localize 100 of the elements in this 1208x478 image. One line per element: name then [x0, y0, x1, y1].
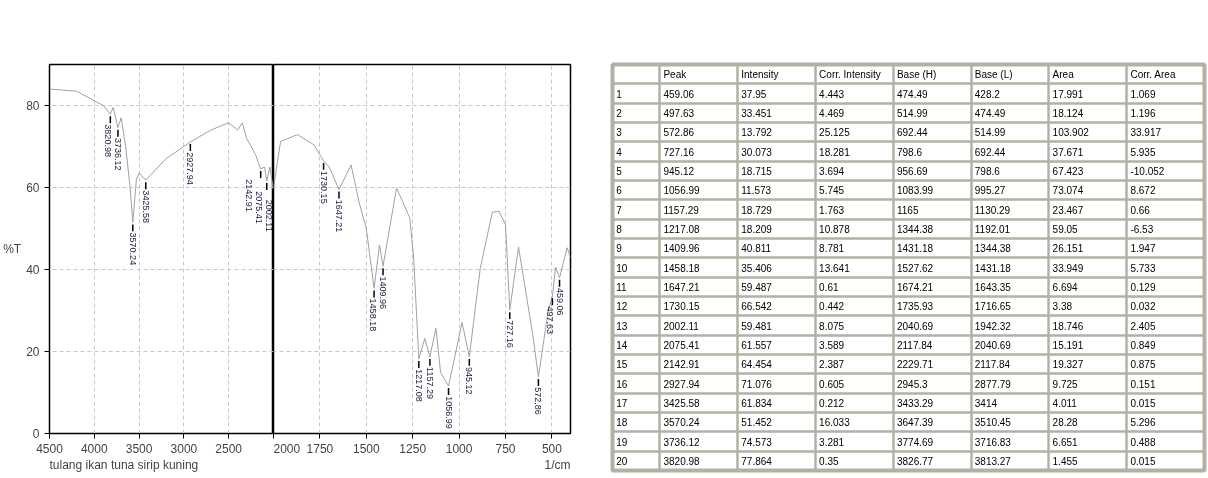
- data-label: 5.935: [1130, 146, 1156, 158]
- data-label: 2040.69: [896, 320, 934, 332]
- data-label: 0.212: [819, 397, 845, 409]
- annotation: 727.16: [504, 320, 515, 348]
- data-label: 1643.35: [974, 281, 1012, 293]
- y-tick-label: 13: [616, 320, 628, 332]
- x-tick-label: 750: [495, 441, 516, 456]
- data-label: 5.745: [819, 185, 845, 197]
- y-tick-label: 11: [616, 281, 628, 293]
- data-label: 0.129: [1130, 281, 1156, 293]
- y-tick-label: 4: [616, 146, 623, 158]
- data-label: 8.672: [1130, 185, 1156, 197]
- y-tick-label: 9: [616, 243, 623, 255]
- data-label: 3510.45: [974, 417, 1012, 429]
- data-label: 25.125: [819, 127, 851, 139]
- data-label: 1431.18: [896, 243, 934, 255]
- y-tick-label: 20: [26, 345, 40, 359]
- data-label: 3.694: [819, 165, 845, 177]
- y-tick-label: 80: [26, 99, 40, 113]
- data-label: 10.878: [819, 223, 851, 235]
- data-label: 1130.29: [974, 204, 1011, 216]
- y-tick-label: 16: [616, 378, 628, 390]
- data-label: 459.06: [663, 88, 695, 100]
- data-label: 0.35: [819, 455, 840, 467]
- data-label: 1.763: [819, 204, 845, 216]
- data-label: 1730.15: [663, 301, 701, 313]
- data-label: 3570.24: [663, 417, 701, 429]
- data-label: 2142.91: [663, 359, 701, 371]
- data-label: 1431.18: [974, 262, 1012, 274]
- annotation: 1056.99: [443, 396, 454, 429]
- data-label: 6.651: [1052, 436, 1079, 448]
- annotation: 945.12: [464, 367, 475, 395]
- x-tick-label: Corr. Intensity: [819, 68, 881, 80]
- data-label: 1527.62: [896, 262, 934, 274]
- data-label: 2117.84: [896, 339, 933, 351]
- data-label: 71.076: [741, 378, 773, 390]
- data-label: 59.487: [741, 281, 773, 293]
- data-label: 1716.65: [974, 301, 1012, 313]
- data-label: 37.95: [741, 88, 767, 100]
- y-tick-label: 6: [616, 185, 623, 197]
- data-label: 1344.38: [974, 243, 1012, 255]
- data-label: 1.455: [1052, 455, 1079, 467]
- annotation: 1730.15: [318, 171, 329, 204]
- data-label: 2877.79: [974, 378, 1012, 390]
- data-label: 64.454: [741, 359, 773, 371]
- data-label: 0.61: [819, 281, 840, 293]
- y-tick-label: 2: [616, 107, 623, 119]
- data-label: 9.725: [1052, 378, 1079, 390]
- data-label: 514.99: [896, 107, 928, 119]
- data-label: 2075.41: [663, 339, 701, 351]
- data-label: 18.746: [1052, 320, 1084, 332]
- x-tick-label: Peak: [663, 68, 688, 80]
- x-axis-title: 1/cm: [544, 457, 571, 472]
- data-label: 73.074: [1052, 185, 1084, 197]
- data-label: 2002.11: [663, 320, 700, 332]
- data-label: 61.834: [741, 397, 773, 409]
- data-label: 4.469: [819, 107, 845, 119]
- data-label: 0.015: [1130, 455, 1156, 467]
- data-label: 1409.96: [663, 243, 701, 255]
- data-label: 1192.01: [974, 223, 1011, 235]
- data-label: 3.38: [1052, 301, 1073, 313]
- y-tick-label: 19: [616, 436, 628, 448]
- annotation: 3820.98: [103, 124, 114, 157]
- y-axis-title: %T: [3, 242, 22, 256]
- data-label: 3820.98: [663, 455, 701, 467]
- data-label: 3736.12: [663, 436, 701, 448]
- data-label: 3716.83: [974, 436, 1012, 448]
- data-label: 18.281: [819, 146, 851, 158]
- y-tick-label: 14: [616, 339, 628, 351]
- data-label: 13.792: [741, 127, 773, 139]
- data-label: 3647.39: [896, 417, 934, 429]
- data-label: 2040.69: [974, 339, 1012, 351]
- data-label: 30.073: [741, 146, 773, 158]
- data-label: 2229.71: [896, 359, 934, 371]
- data-label: 61.557: [741, 339, 773, 351]
- x-tick-label: Intensity: [741, 68, 779, 80]
- data-label: 11.573: [741, 185, 772, 197]
- x-tick-label: 500: [541, 441, 563, 456]
- data-label: 0.151: [1130, 378, 1156, 390]
- data-label: 33.451: [741, 107, 773, 119]
- data-label: 40.811: [741, 243, 772, 255]
- annotation: 3736.12: [112, 137, 123, 171]
- data-label: 2117.84: [974, 359, 1011, 371]
- x-tick-label: 2500: [215, 441, 243, 456]
- data-label: 3813.27: [974, 455, 1012, 467]
- data-label: 1.069: [1130, 88, 1156, 100]
- data-label: 8.781: [819, 243, 845, 255]
- y-tick-label: 10: [616, 262, 628, 274]
- data-label: 5.733: [1130, 262, 1156, 274]
- data-label: 3425.58: [663, 397, 701, 409]
- data-label: 37.671: [1052, 146, 1084, 158]
- data-label: 0.442: [819, 301, 845, 313]
- y-tick-label: 40: [26, 263, 40, 277]
- data-label: 18.124: [1052, 107, 1084, 119]
- data-label: 5.296: [1130, 417, 1156, 429]
- data-label: 1.947: [1130, 243, 1156, 255]
- data-label: 103.902: [1052, 127, 1090, 139]
- annotation: 2142.91: [244, 179, 255, 212]
- data-label: 18.715: [741, 165, 773, 177]
- y-tick-label: 5: [616, 165, 623, 177]
